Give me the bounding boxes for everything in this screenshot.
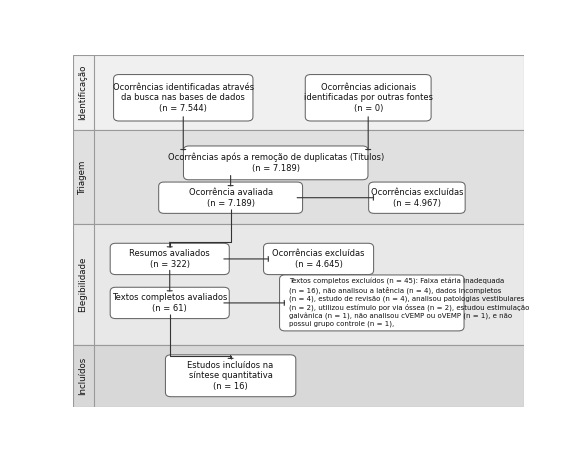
Text: Ocorrências após a remoção de duplicatas (Títulos)
(n = 7.189): Ocorrências após a remoção de duplicatas… bbox=[168, 153, 384, 173]
FancyBboxPatch shape bbox=[159, 182, 303, 213]
Text: Ocorrências adicionais
identificadas por outras fontes
(n = 0): Ocorrências adicionais identificadas por… bbox=[304, 83, 432, 113]
Text: Textos completos avaliados
(n = 61): Textos completos avaliados (n = 61) bbox=[112, 293, 228, 313]
Text: Identificação: Identificação bbox=[78, 65, 87, 120]
Text: Estudos incluídos na
síntese quantitativa
(n = 16): Estudos incluídos na síntese quantitativ… bbox=[187, 361, 274, 391]
Text: Ocorrências excluídas
(n = 4.967): Ocorrências excluídas (n = 4.967) bbox=[371, 188, 463, 207]
FancyBboxPatch shape bbox=[264, 243, 374, 275]
Text: Elegibilidade: Elegibilidade bbox=[78, 257, 87, 312]
Bar bbox=[73, 224, 524, 345]
Bar bbox=[73, 131, 524, 224]
FancyBboxPatch shape bbox=[306, 74, 431, 121]
FancyBboxPatch shape bbox=[110, 243, 229, 275]
Text: Ocorrências excluídas
(n = 4.645): Ocorrências excluídas (n = 4.645) bbox=[272, 249, 365, 269]
FancyBboxPatch shape bbox=[183, 146, 368, 180]
FancyBboxPatch shape bbox=[110, 287, 229, 319]
FancyBboxPatch shape bbox=[279, 275, 464, 331]
FancyBboxPatch shape bbox=[113, 74, 253, 121]
Text: Ocorrências identificadas através
da busca nas bases de dados
(n = 7.544): Ocorrências identificadas através da bus… bbox=[113, 83, 254, 113]
Bar bbox=[73, 55, 524, 131]
FancyBboxPatch shape bbox=[165, 355, 296, 397]
Text: Incluídos: Incluídos bbox=[78, 357, 87, 395]
Text: Resumos avaliados
(n = 322): Resumos avaliados (n = 322) bbox=[129, 249, 210, 269]
Text: Triagem: Triagem bbox=[78, 160, 87, 194]
Text: Textos completos excluídos (n = 45): Faixa etária inadequada
(n = 16), não anali: Textos completos excluídos (n = 45): Fai… bbox=[289, 278, 530, 327]
Bar bbox=[73, 345, 524, 407]
FancyBboxPatch shape bbox=[368, 182, 465, 213]
Text: Ocorrência avaliada
(n = 7.189): Ocorrência avaliada (n = 7.189) bbox=[189, 188, 273, 207]
